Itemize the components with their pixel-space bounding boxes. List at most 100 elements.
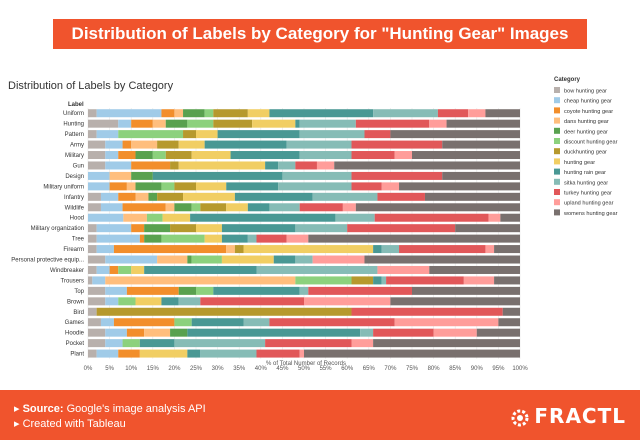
bar-segment [96, 245, 114, 254]
row-label: Pocket [66, 341, 85, 347]
bar-segment [100, 203, 123, 212]
bar-segment [118, 130, 184, 139]
bar-segment [399, 182, 520, 191]
bar-segment [174, 109, 184, 118]
tool-text: Created with Tableau [22, 418, 126, 430]
bar-segment [152, 119, 166, 128]
bar-segment [139, 349, 188, 358]
bar-segment [217, 130, 300, 139]
bar-segment [96, 234, 140, 243]
legend-label: turkey hunting gear [564, 191, 612, 197]
bar-segment [88, 339, 106, 348]
legend-label: sitka hunting gear [564, 180, 608, 186]
bar-segment [299, 130, 365, 139]
bar-segment [88, 119, 119, 128]
bar-segment [88, 151, 106, 160]
bar-segment [299, 203, 343, 212]
legend-label: deer hunting gear [564, 129, 608, 135]
bar-segment [88, 171, 110, 180]
row-label: Infantry [64, 195, 84, 201]
bar-segment [498, 318, 520, 327]
bar-segment [165, 119, 188, 128]
bar-segment [109, 265, 119, 274]
bar-segment [105, 255, 158, 264]
bar-segment [247, 234, 257, 243]
bar-segment [226, 182, 279, 191]
bar-segment [170, 328, 188, 337]
legend-label: coyote hunting gear [564, 109, 613, 115]
bar-segment [88, 203, 101, 212]
bar-segment [269, 109, 374, 118]
bar-segment [485, 109, 520, 118]
row-label: Bird [73, 310, 84, 316]
bar-segment [105, 140, 123, 149]
bar-segment [157, 140, 179, 149]
bar-segment [131, 224, 145, 233]
bar-segment [347, 224, 456, 233]
bar-segment [286, 234, 309, 243]
bar-segment [304, 349, 520, 358]
bar-segment [286, 140, 352, 149]
bar-segment [174, 182, 196, 191]
bar-segment [386, 276, 464, 285]
bar-segment [96, 349, 119, 358]
chart-title: Distribution of Labels by Category [8, 80, 174, 92]
bar-segment [135, 151, 153, 160]
bar-segment [213, 109, 248, 118]
bar-segment [187, 349, 201, 358]
bar-segment [100, 192, 119, 201]
bar-segment [157, 192, 184, 201]
legend-swatch [554, 138, 560, 144]
source-text: Google's image analysis API [66, 403, 206, 415]
bar-segment [139, 339, 175, 348]
bar-segment [88, 265, 97, 274]
bar-segment [187, 119, 214, 128]
bar-segment [146, 213, 163, 222]
bar-segment [429, 119, 447, 128]
bar-segment [88, 286, 106, 295]
bar-segment [161, 297, 179, 306]
bar-segment [200, 297, 304, 306]
bar-segment [247, 203, 270, 212]
bar-segment [174, 318, 192, 327]
bar-segment [123, 213, 147, 222]
bar-segment [273, 255, 296, 264]
legend-label: hunting rain gear [564, 170, 606, 176]
bar-segment [252, 119, 296, 128]
x-tick-label: 50% [298, 366, 311, 372]
bar-segment [187, 255, 192, 264]
bar-segment [204, 140, 287, 149]
bar-segment [373, 276, 382, 285]
bar-segment [178, 286, 196, 295]
bar-segment [162, 213, 191, 222]
bar-segment [282, 171, 352, 180]
y-axis-header: Label [68, 102, 84, 108]
row-label: Army [70, 143, 84, 149]
bar-segment [390, 130, 520, 139]
bar-segment [433, 328, 477, 337]
bar-segment [122, 203, 166, 212]
bar-segment [243, 245, 374, 254]
banner-title: Distribution of Labels by Category for "… [53, 19, 587, 49]
row-label: Top [74, 289, 84, 295]
bar-segment [226, 245, 235, 254]
row-label: Hunting [63, 122, 84, 128]
bar-segment [88, 192, 101, 201]
x-axis-label: % of Total Number of Records [266, 361, 346, 367]
row-label: Tree [72, 237, 85, 243]
bar-segment [88, 245, 97, 254]
bar-segment [183, 130, 196, 139]
bar-segment [312, 192, 378, 201]
bar-segment [308, 286, 412, 295]
x-tick-label: 90% [471, 366, 484, 372]
x-tick-label: 20% [168, 366, 181, 372]
bar-segment [494, 245, 520, 254]
bar-segment [161, 234, 205, 243]
bar-segment [278, 182, 352, 191]
bar-segment [351, 307, 503, 316]
bar-segment [256, 234, 287, 243]
x-tick-label: 55% [320, 366, 333, 372]
bar-segment [191, 255, 222, 264]
bar-segment [144, 224, 171, 233]
bar-segment [88, 234, 97, 243]
